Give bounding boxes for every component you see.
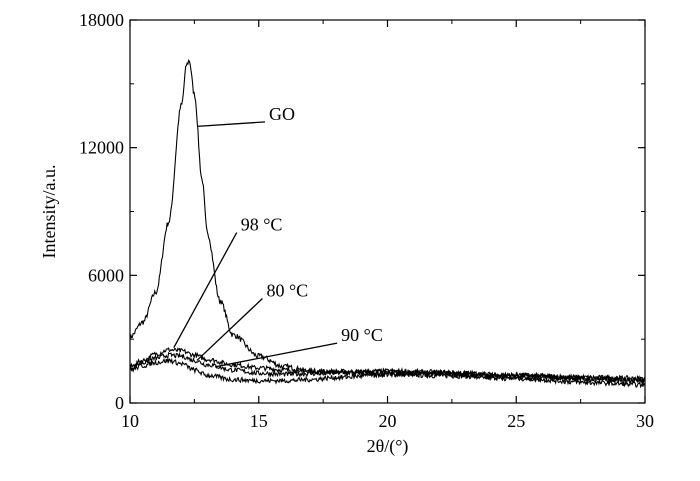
y-axis-label: Intensity/a.u. (39, 165, 59, 259)
x-tick-label: 15 (250, 411, 268, 431)
series-line (129, 351, 645, 383)
annotation-label: 98 °C (241, 215, 283, 235)
annotation-label: GO (269, 104, 295, 124)
annotations: GO 98 °C 80 °C 90 °C (173, 104, 383, 368)
annotation-leader (196, 121, 266, 128)
annotation-leader (196, 298, 263, 361)
x-tick-label: 30 (636, 411, 654, 431)
annotation-label: 90 °C (341, 325, 383, 345)
y-tick-label: 6000 (88, 265, 124, 285)
annotation-leader (173, 232, 238, 348)
x-tick-label: 25 (507, 411, 525, 431)
annotation-leader (214, 342, 338, 368)
x-axis-label: 2θ/(°) (367, 436, 409, 457)
plot-frame (129, 19, 646, 404)
y-tick-label: 12000 (79, 138, 124, 158)
plot-marks (129, 59, 646, 389)
annotation-label: 80 °C (266, 280, 308, 300)
x-tick-label: 20 (379, 411, 397, 431)
y-tick-label: 0 (115, 393, 124, 413)
axis-ticks: 10 15 20 25 30 0 6000 12000 18000 (79, 10, 654, 431)
series-line (129, 356, 645, 389)
y-tick-label: 18000 (79, 10, 124, 30)
series-line (129, 59, 646, 385)
x-tick-label: 10 (121, 411, 139, 431)
